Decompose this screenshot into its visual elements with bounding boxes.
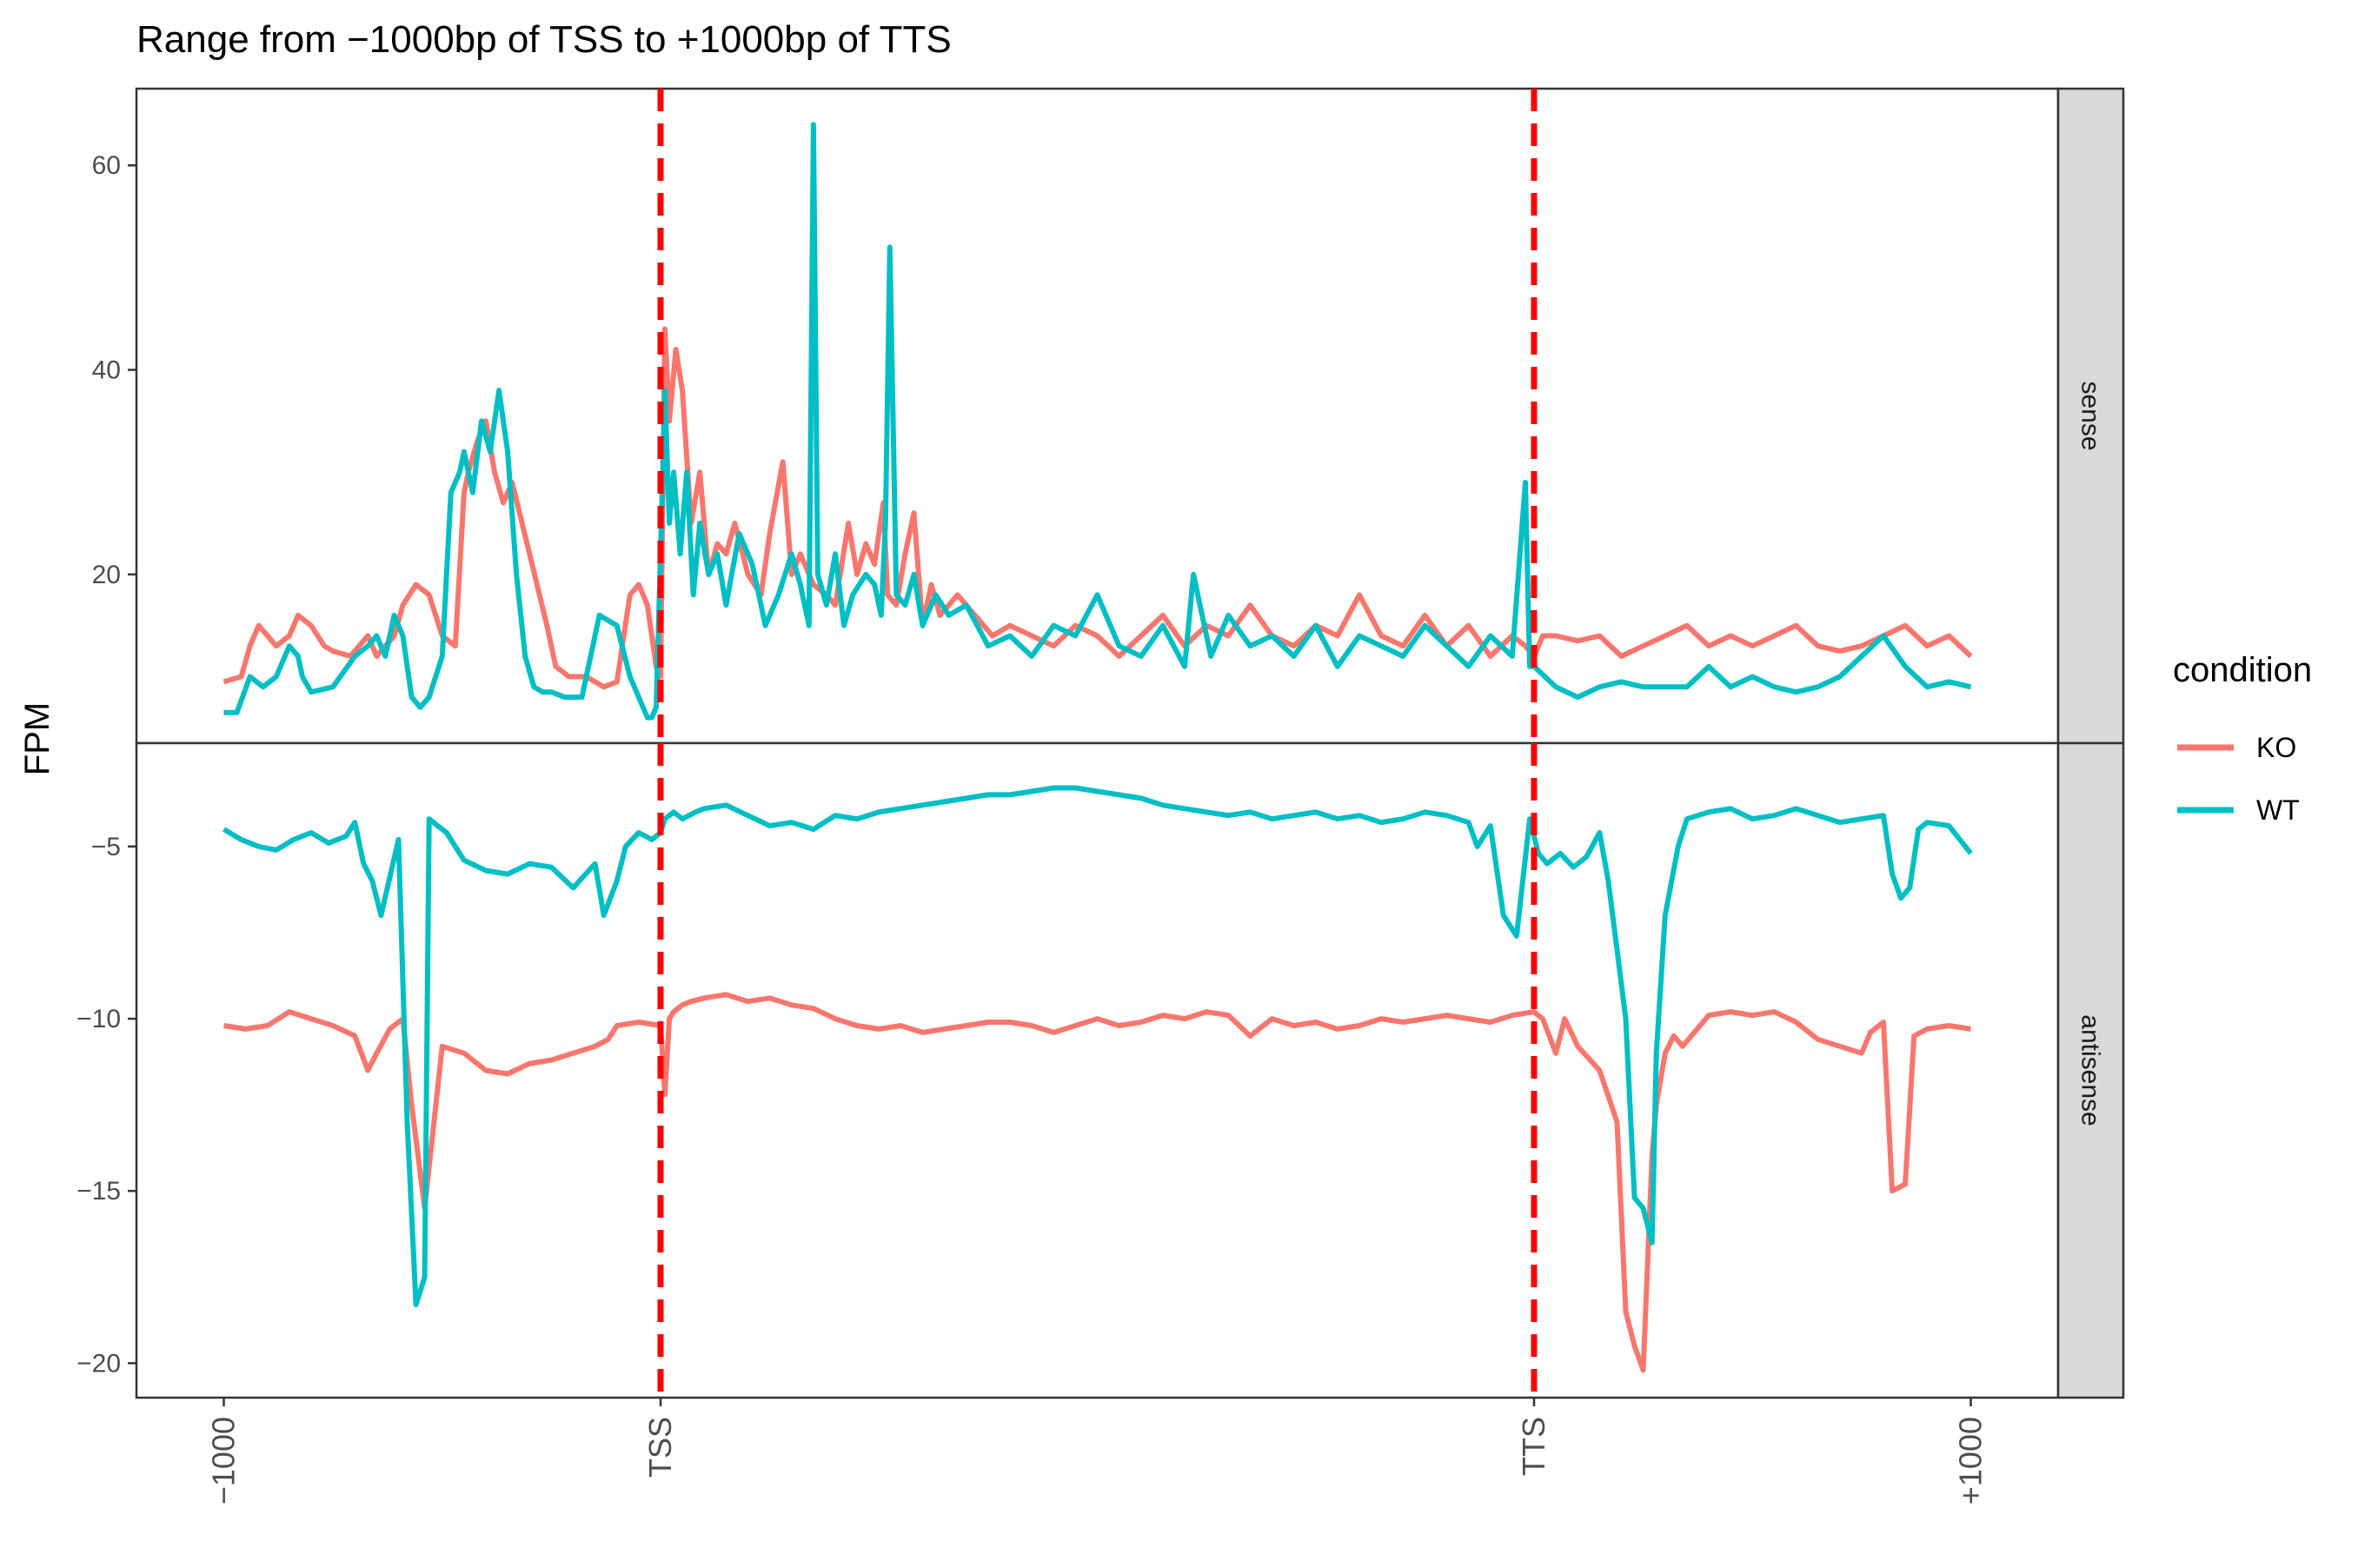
chart-title: Range from −1000bp of TSS to +1000bp of … [136,18,952,61]
y-tick-label: 60 [92,151,121,180]
strip-label-sense: sense [2076,381,2105,450]
y-tick-label: −5 [91,833,121,861]
facet-strip [2056,741,2125,1399]
x-axis: −1000 TSS TTS +1000 [206,1398,1989,1505]
panel-antisense: −20 −15 −10 −5 antisense [76,741,2125,1399]
panel-border [135,87,2060,745]
legend-label-wt: WT [2256,794,2300,826]
y-tick-label: −20 [76,1349,121,1378]
x-tick-label: TTS [1516,1417,1551,1476]
x-tick-label: +1000 [1953,1417,1989,1505]
plot-panels: 20 40 60 sense −20 −15 −10 −5 antisense [76,87,2125,1399]
y-axis-title: FPM [18,702,56,775]
legend-title: condition [2173,651,2312,689]
series-line-ko-antisense [223,992,1971,1373]
series-line-ko-sense [223,326,1973,690]
facet-strip [2056,87,2125,745]
x-tick-label: TSS [642,1417,678,1478]
series-line-wt-sense [223,122,1972,721]
y-tick-label: −15 [76,1177,121,1206]
panel-sense: 20 40 60 sense [92,87,2125,745]
strip-label-antisense: antisense [2076,1014,2105,1126]
x-tick-label: −1000 [206,1417,242,1505]
legend-label-ko: KO [2256,732,2296,763]
y-tick-label: 20 [92,561,121,589]
legend: condition KO WT [2173,651,2312,826]
y-tick-label: −10 [76,1005,121,1033]
series-line-wt-antisense [222,785,1973,1307]
y-tick-label: 40 [92,356,121,385]
